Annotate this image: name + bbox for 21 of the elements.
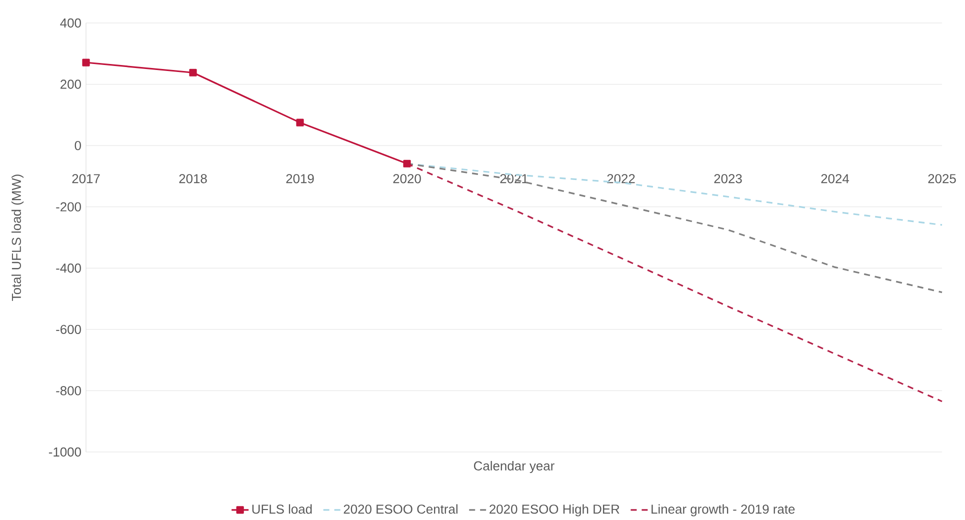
y-tick-label: -400 — [56, 264, 81, 273]
y-tick-label: -800 — [56, 386, 81, 396]
legend-label: 2020 ESOO High DER — [490, 504, 620, 516]
y-axis-title: Total UFLS load (MW) — [11, 174, 24, 301]
legend-label: UFLS load — [252, 504, 312, 514]
x-tick-label: 2025 — [928, 174, 956, 184]
x-axis-title: Calendar year — [474, 460, 554, 474]
y-tick-label: -1000 — [48, 447, 81, 457]
y-tick-label: 400 — [60, 18, 81, 28]
y-tick-label: -600 — [56, 324, 81, 334]
x-tick-label: 2017 — [72, 174, 100, 184]
x-tick-label: 2019 — [286, 174, 314, 184]
legend-label: 2020 ESOO Central — [344, 504, 458, 514]
legend-label: Linear growth - 2019 rate — [652, 504, 795, 516]
x-tick-label: 2020 — [393, 174, 421, 184]
y-tick-label: 200 — [60, 80, 81, 89]
x-tick-label: 2018 — [179, 174, 207, 184]
y-tick-label: -200 — [56, 202, 81, 212]
x-tick-label: 2024 — [821, 174, 850, 184]
y-tick-label: 0 — [74, 140, 81, 150]
x-tick-label: 2023 — [714, 174, 742, 184]
